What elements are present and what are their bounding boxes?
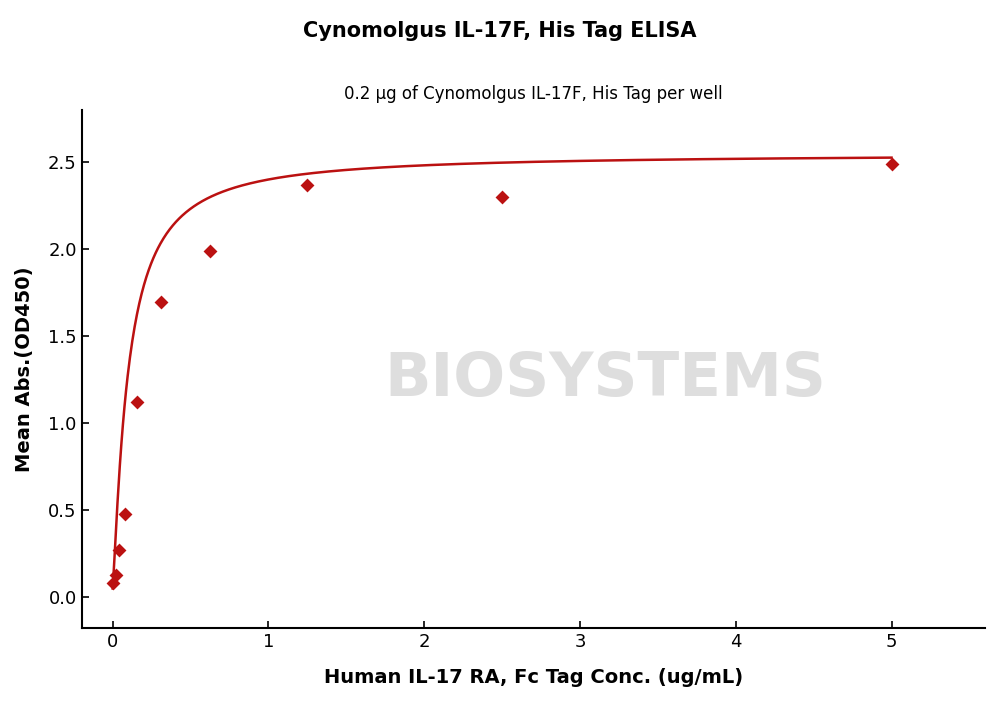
Y-axis label: Mean Abs.(OD450): Mean Abs.(OD450) [15,267,34,472]
Point [202,246,218,257]
Text: BIOSYSTEMS: BIOSYSTEMS [385,350,826,409]
Point [108,569,124,580]
Text: Cynomolgus IL-17F, His Tag ELISA: Cynomolgus IL-17F, His Tag ELISA [303,21,697,41]
Title: 0.2 μg of Cynomolgus IL-17F, His Tag per well: 0.2 μg of Cynomolgus IL-17F, His Tag per… [344,85,723,103]
Point [111,545,127,556]
Point [105,578,121,589]
X-axis label: Human IL-17 RA, Fc Tag Conc. (ug/mL): Human IL-17 RA, Fc Tag Conc. (ug/mL) [324,668,743,687]
Point [494,192,510,203]
Point [884,159,900,170]
Point [299,180,315,191]
Point [117,508,133,519]
Point [129,397,145,408]
Point [153,296,169,307]
